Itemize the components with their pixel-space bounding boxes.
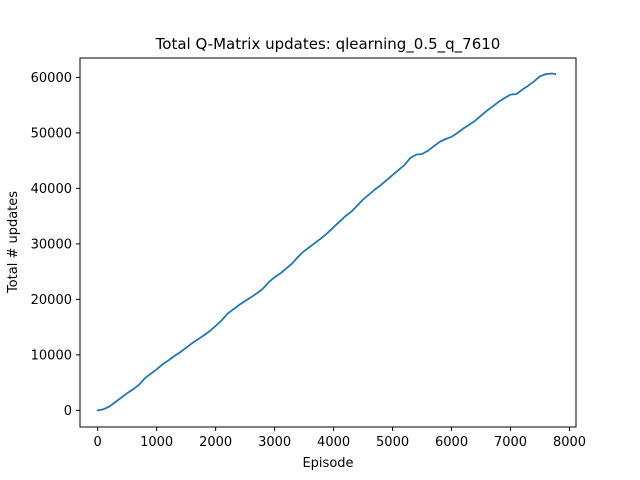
y-tick-label: 50000 <box>31 126 72 141</box>
y-tick-label: 10000 <box>31 348 72 363</box>
axes-frame <box>79 57 577 428</box>
x-tick-label: 8000 <box>553 435 586 450</box>
x-tick-label: 7000 <box>494 435 527 450</box>
x-tick-label: 6000 <box>435 435 468 450</box>
y-tick-label: 40000 <box>31 182 72 197</box>
x-axis-label: Episode <box>302 456 353 471</box>
series-line <box>96 72 557 412</box>
x-axis: 0 1000 2000 3000 4000 5000 6000 7000 8000 <box>94 427 586 450</box>
series-layer <box>96 72 557 412</box>
y-axis: 0 10000 20000 30000 40000 50000 60000 <box>31 71 80 419</box>
y-tick-label: 30000 <box>31 237 72 252</box>
x-tick-label: 3000 <box>258 435 291 450</box>
y-axis-label: Total # updates <box>6 191 21 294</box>
x-tick-label: 5000 <box>376 435 409 450</box>
y-tick-label: 20000 <box>31 293 72 308</box>
chart-title: Total Q-Matrix updates: qlearning_0.5_q_… <box>155 35 501 54</box>
x-tick-label: 2000 <box>199 435 232 450</box>
x-tick-label: 1000 <box>140 435 173 450</box>
y-tick-label: 0 <box>64 404 72 419</box>
x-tick-label: 0 <box>94 435 102 450</box>
y-tick-label: 60000 <box>31 71 72 86</box>
x-tick-label: 4000 <box>317 435 350 450</box>
